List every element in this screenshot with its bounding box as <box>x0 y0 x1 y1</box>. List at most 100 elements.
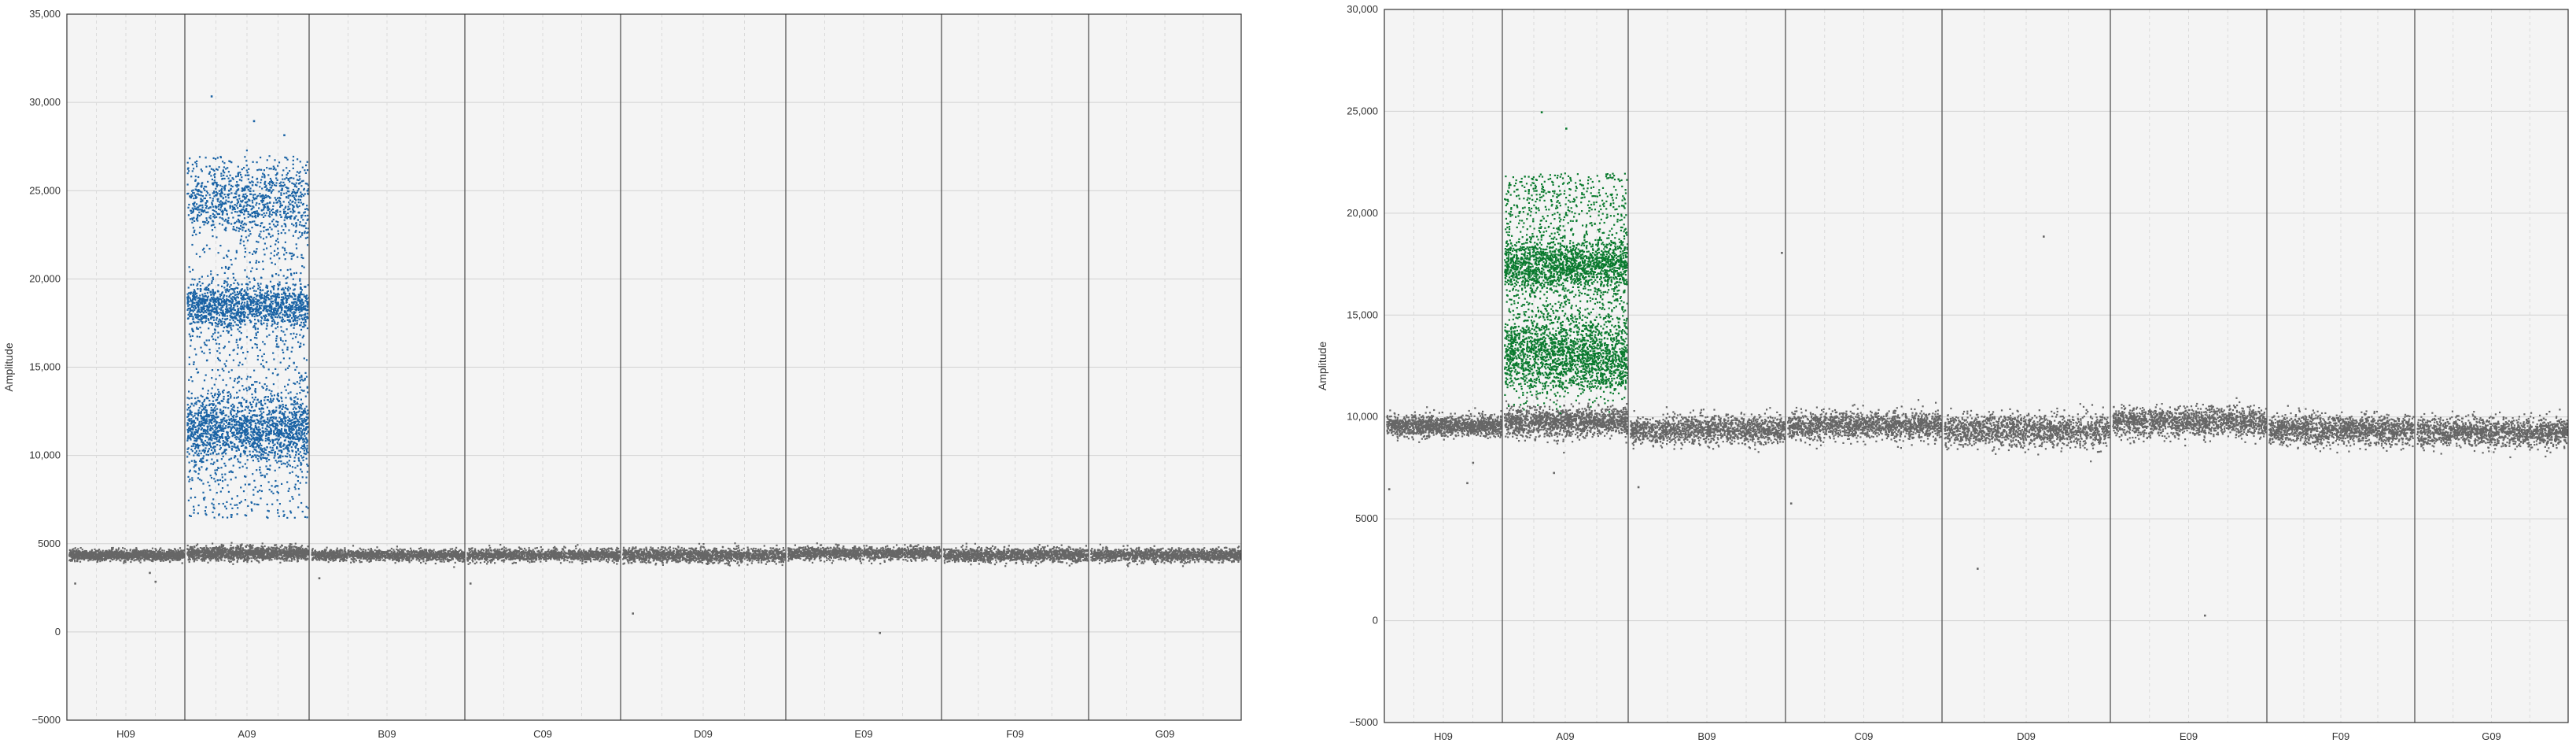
droplet-point <box>115 559 117 561</box>
droplet-point <box>215 432 218 434</box>
droplet-point <box>271 425 275 427</box>
droplet-point <box>129 549 131 551</box>
droplet-point <box>198 553 201 556</box>
droplet-point <box>143 551 146 553</box>
droplet-point <box>204 439 207 442</box>
droplet-point <box>246 424 249 427</box>
droplet-point <box>233 431 235 434</box>
droplet-point <box>229 423 231 426</box>
droplet-point <box>300 553 302 556</box>
droplet-point <box>223 442 225 445</box>
droplet-point <box>163 553 165 555</box>
droplet-point <box>205 414 208 417</box>
droplet-point <box>120 553 123 555</box>
droplet-point <box>193 558 197 560</box>
droplet-point <box>227 557 230 560</box>
droplet-point <box>112 558 115 560</box>
droplet-point <box>194 552 197 554</box>
droplet-point <box>267 425 269 427</box>
droplet-point <box>293 438 295 440</box>
droplet-point <box>217 401 219 405</box>
droplet-point <box>88 553 90 556</box>
droplet-point <box>209 438 212 441</box>
droplet-point <box>186 438 189 440</box>
droplet-point <box>260 322 262 324</box>
droplet-point <box>302 429 304 431</box>
droplet-point <box>219 445 221 447</box>
droplet-point <box>194 447 197 449</box>
droplet-point <box>246 459 249 461</box>
droplet-point <box>276 394 278 396</box>
droplet-point <box>189 436 191 438</box>
droplet-point <box>304 409 306 412</box>
droplet-point <box>290 423 293 425</box>
droplet-point <box>249 450 251 453</box>
droplet-point <box>301 457 304 459</box>
droplet-point <box>238 460 240 463</box>
droplet-point <box>268 559 271 561</box>
droplet-point <box>291 429 293 431</box>
droplet-point <box>249 418 252 420</box>
droplet-point <box>230 304 232 306</box>
droplet-point <box>219 546 221 549</box>
droplet-point <box>264 402 267 405</box>
droplet-point <box>104 552 106 554</box>
droplet-point <box>283 555 286 557</box>
droplet-point <box>297 549 300 552</box>
droplet-point <box>288 418 291 420</box>
droplet-point <box>232 307 234 309</box>
droplet-point <box>267 439 269 442</box>
droplet-point <box>198 420 201 423</box>
droplet-point <box>106 551 109 553</box>
droplet-point <box>277 424 279 427</box>
droplet-point <box>104 559 106 561</box>
droplet-point <box>202 445 205 447</box>
droplet-point <box>298 424 300 427</box>
droplet-point <box>153 557 156 560</box>
droplet-point <box>264 555 267 557</box>
droplet-point <box>271 449 273 452</box>
droplet-point <box>223 282 226 284</box>
droplet-point <box>192 553 194 555</box>
droplet-point <box>226 548 228 550</box>
droplet-point <box>271 400 274 402</box>
droplet-point <box>271 320 274 323</box>
droplet-point <box>177 553 179 555</box>
droplet-point <box>217 549 219 553</box>
droplet-point <box>289 437 291 439</box>
droplet-point <box>212 415 214 417</box>
droplet-point <box>286 295 289 298</box>
droplet-point <box>286 432 289 434</box>
droplet-point <box>195 401 197 403</box>
droplet-point <box>288 546 290 549</box>
droplet-point <box>206 416 208 418</box>
droplet-point <box>142 551 144 553</box>
droplet-point <box>282 420 284 423</box>
y-tick-label: 0 <box>55 626 61 638</box>
droplet-point <box>297 429 300 431</box>
droplet-point <box>260 401 262 403</box>
droplet-point <box>300 468 302 471</box>
droplet-point <box>179 558 182 560</box>
droplet-point <box>305 450 308 453</box>
droplet-point <box>92 556 94 558</box>
droplet-point <box>259 301 261 304</box>
droplet-point <box>210 305 213 308</box>
droplet-point <box>295 452 297 454</box>
droplet-point <box>79 555 83 557</box>
droplet-point <box>243 319 245 321</box>
droplet-point <box>286 445 288 448</box>
droplet-point <box>211 439 213 442</box>
droplet-point <box>197 445 200 448</box>
droplet-point <box>285 552 287 554</box>
droplet-point <box>244 447 246 449</box>
droplet-point <box>193 434 195 436</box>
droplet-point <box>294 427 297 429</box>
droplet-point <box>304 547 307 550</box>
droplet-point <box>297 448 300 450</box>
droplet-point <box>108 553 110 556</box>
droplet-point <box>83 552 86 554</box>
droplet-point <box>276 431 278 434</box>
droplet-point <box>288 316 290 318</box>
droplet-point <box>289 543 291 545</box>
